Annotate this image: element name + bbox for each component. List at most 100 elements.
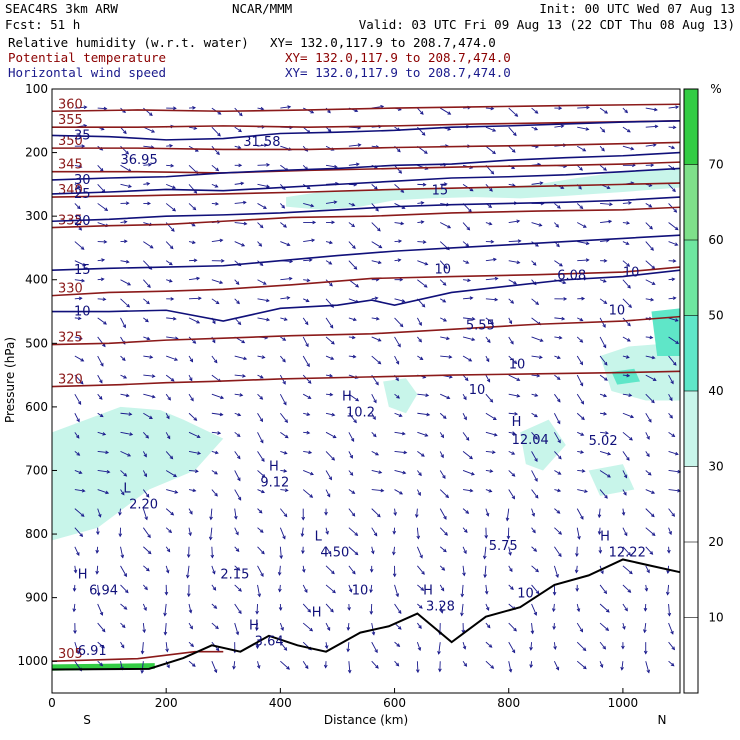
wind-vector xyxy=(394,660,399,667)
wind-vector xyxy=(371,660,379,669)
wind-vector xyxy=(439,489,449,498)
colorbar-tick-label: 50 xyxy=(708,309,723,323)
wind-vector-head xyxy=(81,488,86,493)
colorbar-tick-label: 20 xyxy=(708,535,723,549)
wind-vector-head xyxy=(143,473,147,478)
wind-vector-head xyxy=(351,223,356,228)
contour-annotation: 10.2 xyxy=(346,405,375,420)
wind-vector-head xyxy=(260,573,264,577)
wind-vector xyxy=(211,603,217,609)
wind-vector-head xyxy=(166,664,170,669)
wind-vector-head xyxy=(553,646,557,651)
wind-vector-head xyxy=(257,593,262,598)
wind-vector-head xyxy=(643,607,648,612)
wind-vector xyxy=(188,184,197,194)
wind-vector xyxy=(508,220,520,223)
wind-vector xyxy=(394,603,402,614)
wind-vector-head xyxy=(585,258,590,262)
wind-vector xyxy=(439,546,447,553)
wind-vector xyxy=(348,432,355,442)
wind-vector-head xyxy=(532,529,536,534)
wind-vector-head xyxy=(581,469,586,473)
wind-vector-head xyxy=(306,185,311,190)
wind-vector-head xyxy=(485,358,490,363)
wind-vector-head xyxy=(283,513,288,518)
wind-vector xyxy=(576,641,587,651)
wind-vector xyxy=(554,125,564,128)
wind-vector xyxy=(142,489,150,498)
wind-vector xyxy=(439,603,443,613)
wind-vector-head xyxy=(324,645,329,650)
wind-vector-head xyxy=(602,645,607,650)
colorbar-tick-label: 60 xyxy=(708,233,723,247)
wind-vector xyxy=(325,546,332,555)
wind-vector-head xyxy=(123,239,128,244)
wind-vector xyxy=(508,107,518,117)
wind-vector-head xyxy=(670,662,675,667)
wind-vector xyxy=(143,565,150,572)
forecast-label: Fcst: 51 h xyxy=(5,17,80,32)
colorbar-tick-label: 70 xyxy=(708,158,723,172)
wind-vector-head xyxy=(442,475,446,479)
wind-vector-head xyxy=(443,548,447,553)
wind-vector xyxy=(622,393,632,396)
wind-vector-head xyxy=(418,472,422,477)
wind-vector xyxy=(531,489,539,499)
wind-vector xyxy=(668,660,675,667)
wind-vector-head xyxy=(196,320,201,324)
wind-vector xyxy=(143,317,149,322)
wind-vector xyxy=(416,317,422,326)
wind-vector-head xyxy=(557,488,562,493)
colorbar-segment xyxy=(684,391,698,467)
wind-vector-head xyxy=(508,320,513,325)
wind-vector xyxy=(554,432,561,443)
wind-vector xyxy=(279,527,286,539)
wind-vector xyxy=(462,508,469,514)
wind-vector-head xyxy=(535,590,540,595)
wind-vector-head xyxy=(533,611,538,616)
wind-vector-head xyxy=(516,260,521,265)
wind-vector-head xyxy=(665,591,670,596)
wind-vector xyxy=(74,374,84,385)
contour-annotation: 10 xyxy=(517,587,534,602)
wind-vector xyxy=(280,277,292,281)
wind-vector xyxy=(599,450,611,455)
wind-vector-head xyxy=(626,457,630,461)
wind-vector-head xyxy=(398,413,403,417)
wind-vector xyxy=(74,164,82,168)
wind-vector-head xyxy=(555,223,560,228)
wind-vector xyxy=(325,355,334,360)
wind-vector xyxy=(325,603,334,613)
wind-vector xyxy=(485,450,495,453)
wind-vector-head xyxy=(124,589,129,594)
wind-vector xyxy=(645,527,656,536)
wind-vector-head xyxy=(236,567,241,571)
wind-vector xyxy=(257,470,266,478)
wind-vector-head xyxy=(674,226,679,231)
wind-vector-head xyxy=(306,278,311,283)
field-theta-xy: XY= 132.0,117.9 to 208.7,474.0 xyxy=(285,50,511,65)
wind-vector-head xyxy=(238,112,243,117)
wind-vector-head xyxy=(196,434,201,439)
wind-vector xyxy=(120,489,125,496)
wind-vector-head xyxy=(125,201,130,206)
wind-vector-head xyxy=(219,280,224,285)
wind-vector-head xyxy=(147,201,151,206)
wind-vector-head xyxy=(463,550,467,555)
wind-vector-head xyxy=(172,207,177,212)
wind-vector xyxy=(278,565,281,575)
wind-vector-head xyxy=(215,625,219,630)
wind-vector-head xyxy=(415,669,420,674)
wind-vector xyxy=(508,240,521,243)
wind-vector xyxy=(531,145,539,148)
wind-vector xyxy=(165,432,171,439)
wind-vector-head xyxy=(577,535,581,540)
wind-vector-head xyxy=(278,588,282,593)
wind-vector xyxy=(97,107,107,110)
wind-vector xyxy=(439,279,447,286)
contour-annotation: 10 xyxy=(509,358,526,373)
wind-vector xyxy=(302,584,308,593)
wind-vector-head xyxy=(439,609,444,614)
wind-vector xyxy=(142,603,147,611)
wind-vector xyxy=(645,413,652,423)
